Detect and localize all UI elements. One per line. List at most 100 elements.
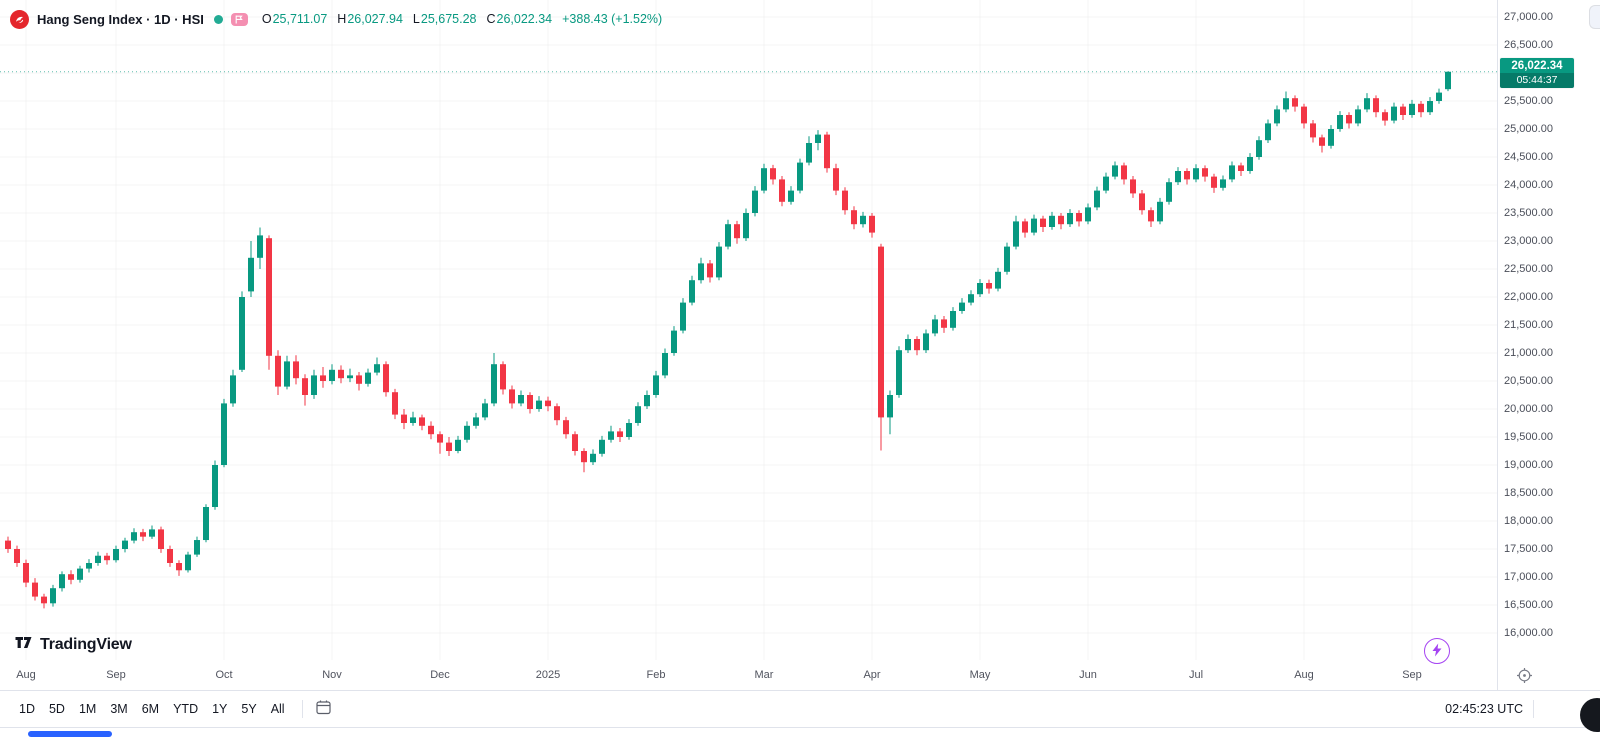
range-button-1m[interactable]: 1M bbox=[72, 698, 103, 720]
candle bbox=[545, 396, 551, 412]
time-axis[interactable]: Aug Sep Oct Nov Dec 2025 Feb Mar Apr May Jun Jul Aug… bbox=[0, 664, 1497, 688]
price-tick-label: 18,000.00 bbox=[1504, 515, 1553, 527]
horizontal-scrollbar-thumb[interactable] bbox=[28, 731, 112, 737]
panel-edge-top[interactable] bbox=[1589, 5, 1600, 29]
candle bbox=[788, 186, 794, 205]
candle bbox=[1427, 97, 1433, 115]
candle bbox=[842, 187, 848, 215]
candle bbox=[608, 425, 614, 443]
candle bbox=[1337, 111, 1343, 132]
chart-area[interactable] bbox=[0, 0, 1497, 690]
candle bbox=[635, 402, 641, 426]
candle bbox=[86, 559, 92, 573]
time-tick-label: Dec bbox=[430, 669, 450, 681]
price-tick-label: 21,500.00 bbox=[1504, 319, 1553, 331]
candle bbox=[113, 545, 119, 563]
price-tick-label: 19,500.00 bbox=[1504, 431, 1553, 443]
candle bbox=[1076, 210, 1082, 227]
candle bbox=[410, 411, 416, 426]
change-value: +388.43 (+1.52%) bbox=[562, 12, 663, 26]
candle bbox=[356, 372, 362, 391]
candle bbox=[14, 545, 20, 567]
price-axis[interactable]: 27,000.0026,500.0026,000.0025,500.0025,0… bbox=[1497, 0, 1593, 690]
time-tick-label: Apr bbox=[863, 669, 881, 681]
range-button-1d[interactable]: 1D bbox=[12, 698, 42, 720]
close-label: C bbox=[486, 12, 496, 26]
range-button-6m[interactable]: 6M bbox=[135, 698, 166, 720]
open-label: O bbox=[261, 12, 272, 26]
lightning-icon bbox=[1431, 643, 1443, 660]
range-button-ytd[interactable]: YTD bbox=[166, 698, 205, 720]
candle bbox=[968, 290, 974, 306]
candle bbox=[797, 158, 803, 194]
candle bbox=[1355, 105, 1361, 127]
candle bbox=[689, 275, 695, 306]
candle bbox=[1193, 164, 1199, 183]
candle bbox=[1328, 125, 1334, 149]
candle bbox=[1445, 71, 1451, 92]
candle bbox=[266, 235, 272, 370]
candle bbox=[1184, 168, 1190, 185]
candle bbox=[1400, 103, 1406, 121]
divider bbox=[0, 690, 1600, 691]
candle bbox=[95, 551, 101, 566]
candle bbox=[1319, 134, 1325, 153]
range-button-all[interactable]: All bbox=[264, 698, 292, 720]
lightning-boost-button[interactable] bbox=[1424, 638, 1450, 664]
range-button-5y[interactable]: 5Y bbox=[234, 698, 263, 720]
candle bbox=[1094, 186, 1100, 211]
candle bbox=[941, 316, 947, 333]
tradingview-logo[interactable]: TradingView bbox=[14, 633, 132, 657]
candle bbox=[860, 211, 866, 228]
candle bbox=[221, 398, 227, 468]
candle bbox=[329, 364, 335, 385]
market-status-icon[interactable] bbox=[213, 14, 223, 24]
candle bbox=[437, 431, 443, 454]
candle bbox=[536, 396, 542, 412]
candle bbox=[626, 419, 632, 440]
floating-button-partial[interactable] bbox=[1580, 698, 1600, 732]
candle bbox=[32, 578, 38, 601]
range-button-3m[interactable]: 3M bbox=[103, 698, 134, 720]
candle bbox=[707, 260, 713, 283]
candle bbox=[5, 536, 11, 553]
candle bbox=[1265, 119, 1271, 143]
candle bbox=[1292, 95, 1298, 112]
candle bbox=[68, 570, 74, 585]
symbol-logo-icon[interactable] bbox=[10, 9, 29, 29]
symbol-title[interactable]: Hang Seng Index · 1D · HSI bbox=[37, 11, 204, 27]
flag-icon[interactable] bbox=[230, 12, 248, 26]
candle bbox=[869, 213, 875, 238]
time-tick-label: Sep bbox=[1402, 669, 1422, 681]
go-to-date-button[interactable] bbox=[313, 697, 334, 721]
time-tick-label: Sep bbox=[106, 669, 126, 681]
range-button-1y[interactable]: 1Y bbox=[205, 698, 234, 720]
candle bbox=[1436, 88, 1442, 104]
candle bbox=[716, 242, 722, 281]
candle bbox=[1211, 173, 1217, 193]
candle bbox=[1013, 215, 1019, 250]
candle bbox=[275, 350, 281, 395]
candle bbox=[1049, 211, 1055, 230]
candle bbox=[770, 164, 776, 185]
candle bbox=[419, 414, 425, 431]
candle bbox=[932, 314, 938, 337]
candle bbox=[1202, 165, 1208, 182]
candle bbox=[338, 365, 344, 384]
candle bbox=[752, 186, 758, 217]
scroll-to-realtime-button[interactable] bbox=[1514, 667, 1534, 687]
divider bbox=[1533, 700, 1534, 718]
candle bbox=[680, 298, 686, 334]
candle bbox=[320, 367, 326, 388]
candle bbox=[284, 355, 290, 390]
range-button-5d[interactable]: 5D bbox=[42, 698, 72, 720]
clock-label[interactable]: 02:45:23 UTC bbox=[1445, 702, 1523, 716]
time-tick-label: Oct bbox=[215, 669, 233, 681]
candle bbox=[1139, 190, 1145, 215]
last-price-value: 26,022.34 bbox=[1500, 57, 1574, 73]
last-price-badge: 26,022.34 05:44:37 bbox=[1500, 57, 1574, 88]
price-tick-label: 18,500.00 bbox=[1504, 487, 1553, 499]
price-tick-label: 17,500.00 bbox=[1504, 543, 1553, 555]
candlestick-chart[interactable] bbox=[0, 0, 1497, 690]
time-tick-label: 2025 bbox=[535, 669, 561, 681]
